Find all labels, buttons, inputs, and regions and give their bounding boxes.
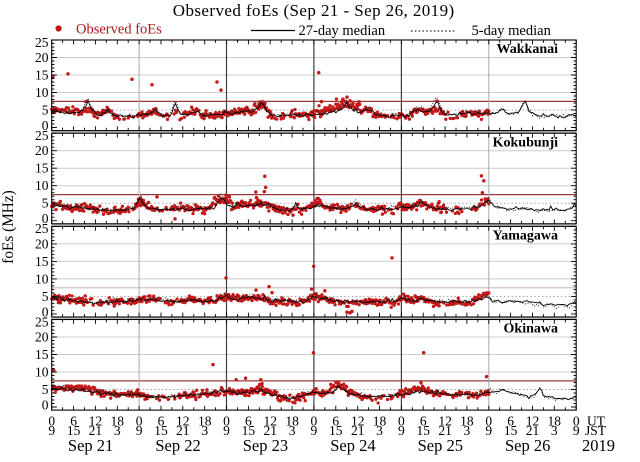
svg-text:foEs (MHz): foEs (MHz): [0, 190, 17, 264]
svg-text:Sep 26: Sep 26: [505, 436, 550, 455]
svg-text:Sep 25: Sep 25: [418, 436, 463, 455]
svg-text:15: 15: [242, 423, 256, 438]
svg-text:15: 15: [35, 254, 49, 269]
svg-text:6: 6: [420, 414, 427, 429]
svg-text:12: 12: [351, 414, 365, 429]
svg-text:15: 15: [504, 423, 518, 438]
svg-text:21: 21: [89, 423, 103, 438]
svg-text:9: 9: [485, 423, 492, 438]
svg-text:20: 20: [35, 143, 49, 158]
svg-text:Wakkanai: Wakkanai: [497, 42, 559, 57]
svg-text:9: 9: [48, 423, 55, 438]
svg-text:3: 3: [551, 423, 558, 438]
svg-text:21: 21: [176, 423, 190, 438]
svg-text:JST: JST: [585, 423, 607, 438]
svg-text:Yamagawa: Yamagawa: [493, 229, 558, 244]
svg-text:12: 12: [263, 414, 277, 429]
svg-text:5: 5: [42, 382, 49, 397]
svg-text:6: 6: [332, 414, 339, 429]
svg-text:6: 6: [245, 414, 252, 429]
svg-text:15: 15: [35, 161, 49, 176]
svg-text:Sep 23: Sep 23: [243, 436, 288, 455]
svg-text:10: 10: [35, 365, 49, 380]
svg-text:15: 15: [35, 68, 49, 83]
svg-text:20: 20: [35, 330, 49, 345]
svg-text:21: 21: [438, 423, 452, 438]
svg-text:6: 6: [158, 414, 165, 429]
svg-text:0: 0: [42, 304, 49, 319]
svg-text:3: 3: [289, 423, 296, 438]
svg-text:15: 15: [35, 347, 49, 362]
svg-text:6: 6: [70, 414, 77, 429]
svg-text:0: 0: [42, 118, 49, 133]
svg-text:10: 10: [35, 178, 49, 193]
svg-text:25: 25: [35, 221, 49, 236]
svg-text:Sep 22: Sep 22: [155, 436, 200, 455]
svg-text:3: 3: [464, 423, 471, 438]
svg-text:0: 0: [485, 414, 492, 429]
svg-text:12: 12: [176, 414, 190, 429]
svg-text:12: 12: [438, 414, 452, 429]
svg-text:15: 15: [416, 423, 430, 438]
svg-text:9: 9: [398, 423, 405, 438]
svg-text:18: 18: [373, 414, 387, 429]
svg-text:12: 12: [526, 414, 540, 429]
svg-text:15: 15: [329, 423, 343, 438]
svg-text:9: 9: [573, 423, 580, 438]
svg-text:18: 18: [460, 414, 474, 429]
svg-text:Okinawa: Okinawa: [504, 322, 558, 337]
svg-text:Observed foEs: Observed foEs: [76, 22, 162, 38]
svg-text:6: 6: [507, 414, 514, 429]
svg-text:25: 25: [35, 128, 49, 143]
svg-text:5-day median: 5-day median: [472, 23, 552, 39]
svg-text:27-day median: 27-day median: [299, 23, 386, 39]
svg-text:12: 12: [89, 414, 103, 429]
svg-text:10: 10: [35, 271, 49, 286]
svg-text:25: 25: [35, 314, 49, 329]
svg-text:2019: 2019: [582, 436, 615, 455]
svg-text:18: 18: [548, 414, 562, 429]
svg-text:5: 5: [42, 103, 49, 118]
svg-text:10: 10: [35, 85, 49, 100]
svg-text:15: 15: [154, 423, 168, 438]
svg-text:0: 0: [42, 211, 49, 226]
svg-text:0: 0: [42, 398, 49, 413]
svg-text:5: 5: [42, 196, 49, 211]
svg-text:UT: UT: [587, 414, 606, 429]
svg-text:15: 15: [67, 423, 81, 438]
svg-text:0: 0: [573, 414, 580, 429]
svg-text:20: 20: [35, 236, 49, 251]
svg-text:18: 18: [285, 414, 299, 429]
svg-text:9: 9: [311, 423, 318, 438]
svg-text:18: 18: [198, 414, 212, 429]
svg-text:Kokubunji: Kokubunji: [493, 135, 558, 150]
svg-text:0: 0: [311, 414, 318, 429]
svg-text:20: 20: [35, 50, 49, 65]
svg-text:0: 0: [223, 414, 230, 429]
svg-text:3: 3: [376, 423, 383, 438]
svg-text:21: 21: [351, 423, 365, 438]
svg-text:3: 3: [114, 423, 121, 438]
svg-text:0: 0: [398, 414, 405, 429]
svg-text:21: 21: [263, 423, 277, 438]
svg-text:0: 0: [136, 414, 143, 429]
svg-text:0: 0: [48, 414, 55, 429]
svg-text:Sep 21: Sep 21: [68, 436, 113, 455]
svg-text:Sep 24: Sep 24: [330, 436, 375, 455]
svg-text:3: 3: [201, 423, 208, 438]
svg-text:18: 18: [111, 414, 125, 429]
svg-text:25: 25: [35, 35, 49, 50]
svg-text:Observed foEs (Sep 21 - Sep 26: Observed foEs (Sep 21 - Sep 26, 2019): [173, 1, 455, 20]
svg-text:9: 9: [136, 423, 143, 438]
svg-text:5: 5: [42, 289, 49, 304]
svg-text:21: 21: [526, 423, 540, 438]
svg-text:9: 9: [223, 423, 230, 438]
